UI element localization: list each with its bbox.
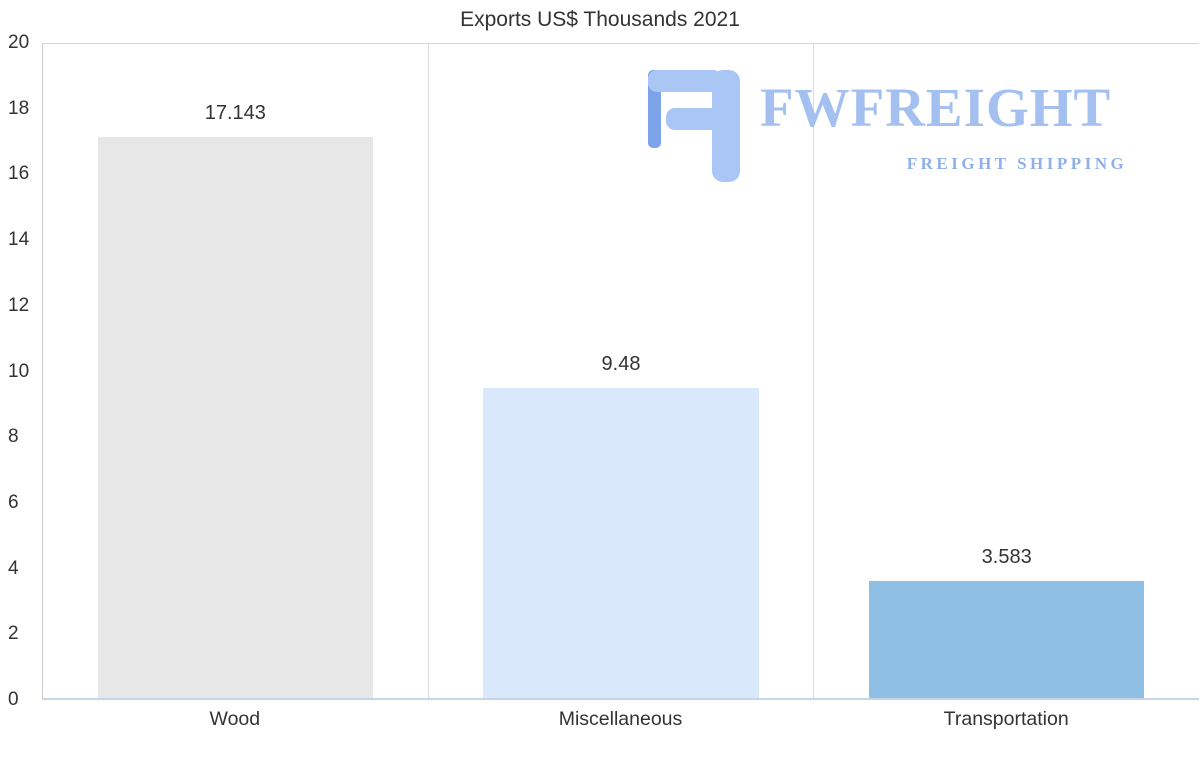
- y-tick-label: 16: [8, 163, 30, 185]
- brand-icon: [648, 70, 744, 182]
- y-tick-label: 20: [8, 32, 30, 53]
- brand-logo: FWFREIGHT FREIGHT SHIPPING: [648, 66, 1158, 186]
- bar-section-miscellaneous: 9.48: [429, 44, 815, 698]
- y-tick-label: 6: [8, 491, 19, 513]
- bar-miscellaneous: [483, 388, 759, 698]
- chart-title: Exports US$ Thousands 2021: [460, 8, 740, 31]
- x-axis: Wood Miscellaneous Transportation: [42, 708, 1199, 742]
- brand-tagline: FREIGHT SHIPPING: [906, 154, 1128, 173]
- y-tick-label: 4: [8, 557, 19, 579]
- plot-area: 17.143 9.48 3.583: [42, 43, 1199, 700]
- y-tick-label: 14: [8, 229, 30, 251]
- y-axis: 0 2 4 6 8 10 12 14 16 18 20: [0, 32, 34, 710]
- bar-wood: [97, 137, 373, 698]
- y-tick-label: 0: [8, 689, 19, 710]
- bar-section-transportation: 3.583: [814, 44, 1199, 698]
- y-tick-label: 2: [8, 623, 19, 645]
- x-category-label-wood: Wood: [209, 708, 261, 730]
- bar-section-wood: 17.143: [43, 44, 429, 698]
- y-tick-label: 18: [8, 97, 30, 119]
- y-tick-label: 12: [8, 294, 30, 316]
- x-category-label-miscellaneous: Miscellaneous: [558, 708, 683, 730]
- value-label-miscellaneous: 9.48: [601, 353, 641, 376]
- y-tick-label: 10: [8, 360, 30, 382]
- value-label-wood: 17.143: [204, 102, 266, 125]
- y-tick-label: 8: [8, 426, 19, 448]
- bar-transportation: [869, 580, 1145, 698]
- x-category-label-transportation: Transportation: [943, 708, 1069, 730]
- brand-name: FWFREIGHT: [760, 77, 1112, 138]
- value-label-transportation: 3.583: [981, 545, 1032, 568]
